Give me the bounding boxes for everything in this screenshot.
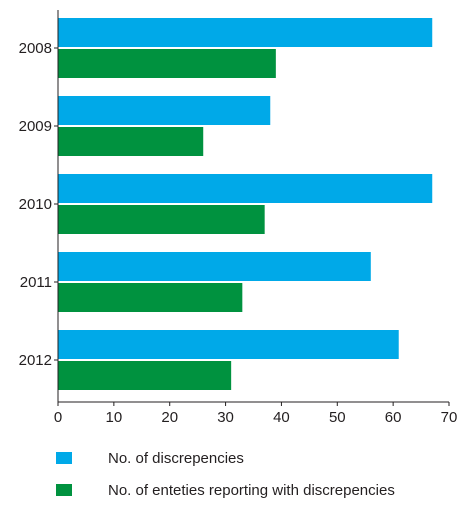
bar-2010-series-2: [58, 205, 265, 234]
bar-2012-series-1: [58, 330, 399, 359]
bar-2008-series-1: [58, 18, 433, 47]
category-label-2010: 2010: [19, 196, 52, 213]
x-tick-label-40: 40: [273, 409, 290, 426]
bar-chart: 2008 2009 2010 2011 2012 0 10 20 30 40 50 60 70: [19, 10, 458, 426]
category-label-2009: 2009: [19, 118, 52, 135]
category-label-2012: 2012: [19, 352, 52, 369]
x-tick-label-70: 70: [441, 409, 458, 426]
x-tick-label-50: 50: [329, 409, 346, 426]
legend-label-discrepencies: No. of discrepencies: [108, 449, 244, 467]
legend: No. of discrepencies No. of enteties rep…: [56, 448, 395, 512]
x-tick-label-30: 30: [217, 409, 234, 426]
legend-swatch-enteties: [56, 484, 72, 496]
legend-item-discrepencies: No. of discrepencies: [56, 448, 395, 468]
legend-label-enteties: No. of enteties reporting with discrepen…: [108, 481, 395, 499]
x-tick-label-20: 20: [161, 409, 178, 426]
bar-2009-series-2: [58, 127, 204, 156]
x-tick-label-60: 60: [385, 409, 402, 426]
bar-2012-series-2: [58, 361, 232, 390]
bar-2008-series-2: [58, 49, 276, 78]
legend-item-enteties: No. of enteties reporting with discrepen…: [56, 480, 395, 500]
bar-2011-series-2: [58, 283, 243, 312]
category-label-2011: 2011: [20, 274, 52, 291]
legend-swatch-discrepencies: [56, 452, 72, 464]
bar-2009-series-1: [58, 96, 271, 125]
bar-2011-series-1: [58, 252, 371, 281]
bar-2010-series-1: [58, 174, 433, 203]
x-tick-label-10: 10: [106, 409, 123, 426]
category-label-2008: 2008: [19, 40, 52, 57]
x-tick-label-0: 0: [54, 409, 62, 426]
